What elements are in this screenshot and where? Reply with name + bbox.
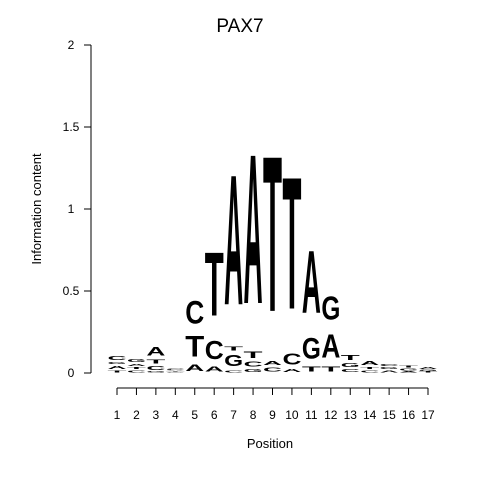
logo-letter-C: C	[360, 370, 379, 373]
y-tick-label: 1.5	[63, 120, 80, 134]
logo-letter-T: T	[263, 109, 282, 358]
x-axis-ticks: 1 2 3 4 5 6 7 8 9 10 11 12 13 14 15 16 17	[114, 388, 435, 422]
logo-letter-T: T	[127, 366, 147, 369]
y-tick-label: 0	[68, 366, 75, 380]
logo-letter-A: A	[263, 360, 282, 366]
logo-letter-T: T	[360, 366, 380, 369]
logo-letter-C: C	[263, 367, 282, 373]
x-tick-label: 12	[324, 408, 338, 422]
y-axis-ticks: 0 0.5 1 1.5 2	[63, 38, 91, 380]
x-tick-label: 6	[211, 408, 218, 422]
logo-letter-T: T	[321, 365, 340, 373]
logo-letter-A: A	[185, 363, 204, 373]
logo-letter-T: T	[418, 371, 438, 373]
logo-letter-C: C	[341, 368, 361, 373]
logo-letter-G: G	[380, 366, 399, 369]
x-tick-label: 2	[133, 408, 140, 422]
logo-letter-G: G	[302, 332, 321, 365]
y-tick-label: 0.5	[63, 284, 80, 298]
logo-letter-G: G	[418, 370, 437, 372]
logo-letter-G: G	[224, 352, 243, 370]
logo-letter-T: T	[399, 365, 419, 368]
y-tick-label: 1	[68, 202, 75, 216]
logo-letter-A: A	[321, 328, 340, 365]
logo-letter-T: T	[166, 371, 186, 372]
x-tick-label: 3	[153, 408, 160, 422]
x-tick-label: 16	[402, 408, 416, 422]
logo-letter-C: C	[380, 363, 399, 366]
logo-letter-A: A	[380, 370, 400, 373]
x-tick-label: 11	[305, 408, 318, 422]
logo-letter-A: A	[244, 111, 263, 350]
logo-letter-C: C	[244, 360, 263, 368]
logo-letter-G: G	[127, 358, 146, 363]
y-tick-label: 2	[68, 38, 75, 52]
x-tick-label: 1	[114, 408, 121, 422]
logo-letter-C: C	[282, 350, 301, 368]
logo-letter-G: G	[341, 362, 360, 369]
y-axis-label: Information content	[29, 153, 44, 265]
logo-letter-C: C	[185, 295, 204, 331]
logo-letter-C: C	[205, 335, 224, 365]
logo-letter-A: A	[127, 363, 147, 366]
x-tick-label: 15	[382, 408, 396, 422]
logo-letter-A: A	[224, 138, 243, 345]
logo-letter-T: T	[302, 365, 321, 373]
logo-letter-G: G	[108, 361, 127, 364]
logo-letter-A: A	[146, 346, 165, 359]
logo-letter-A: A	[282, 368, 302, 373]
logo-letter-T: T	[341, 353, 360, 361]
x-tick-label: 5	[191, 408, 198, 422]
logo-letter-G: G	[244, 368, 263, 373]
logo-letter-T: T	[185, 332, 205, 364]
logo-letter-A: A	[205, 365, 224, 373]
logo-letter-T: T	[224, 345, 243, 352]
logo-letter-G: G	[146, 371, 165, 373]
logo-letter-A: A	[399, 371, 418, 373]
logo-letter-G: G	[321, 290, 340, 328]
x-tick-label: 17	[421, 408, 435, 422]
x-tick-label: 7	[230, 408, 237, 422]
x-tick-label: 9	[269, 408, 276, 422]
chart-title: PAX7	[216, 16, 263, 37]
logo-letter-T: T	[282, 137, 301, 349]
logo-letter-A: A	[360, 360, 379, 366]
logo-letter-C: C	[224, 370, 243, 373]
logo-letter-A: A	[166, 371, 185, 372]
logo-letter-C: C	[127, 370, 146, 373]
x-tick-label: 10	[285, 408, 299, 422]
x-tick-label: 4	[172, 408, 179, 422]
logo-letter-C: C	[107, 355, 126, 361]
logo-letter-T: T	[107, 370, 127, 373]
x-axis-label: Position	[247, 436, 293, 451]
x-tick-label: 14	[363, 408, 377, 422]
logo-letter-T: T	[205, 235, 224, 335]
x-tick-label: 8	[250, 408, 257, 422]
logo-letter-A: A	[419, 366, 439, 369]
logo-letter-G: G	[399, 368, 418, 371]
logo-letter-C: C	[166, 369, 185, 371]
logo-letter-C: C	[146, 365, 165, 371]
x-tick-label: 13	[344, 408, 358, 422]
logo-letter-G: G	[166, 372, 185, 373]
logo-letter-A: A	[107, 365, 127, 370]
logo-letter-A: A	[302, 231, 321, 331]
logo-letter-T: T	[146, 358, 165, 365]
logo-letter-T: T	[244, 350, 263, 360]
